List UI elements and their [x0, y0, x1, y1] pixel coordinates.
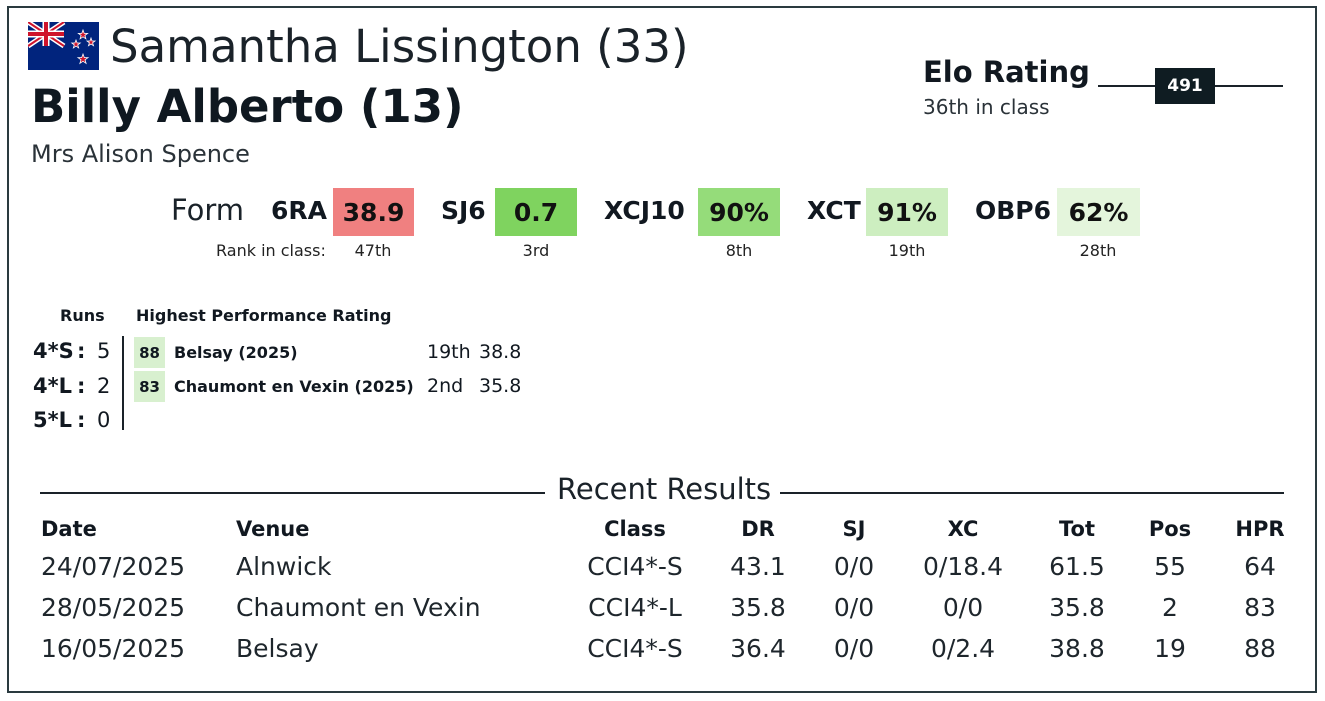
- result-venue: Chaumont en Vexin: [236, 593, 481, 622]
- rank-obp6: 28th: [1079, 241, 1117, 260]
- form-code-6ra: 6RA: [271, 196, 327, 225]
- result-class: CCI4*-S: [587, 552, 683, 581]
- rider-name: Samantha Lissington (33): [110, 20, 689, 73]
- rank-xct: 19th: [888, 241, 926, 260]
- runs-level: 4*S: [33, 339, 74, 363]
- rank-6ra: 47th: [354, 241, 392, 260]
- form-value-obp6: 62%: [1057, 188, 1140, 236]
- rank-sj6: 3rd: [522, 241, 550, 260]
- result-pos: 19: [1154, 634, 1186, 663]
- hpr-position: 2nd: [427, 375, 464, 397]
- column-header-class: Class: [604, 517, 666, 541]
- result-class: CCI4*-L: [588, 593, 682, 622]
- result-pos: 55: [1154, 552, 1186, 581]
- runs-colon: :: [77, 374, 86, 398]
- form-label: Form: [171, 193, 245, 227]
- rank-in-class-label: Rank in class:: [216, 241, 326, 260]
- result-tot: 35.8: [1049, 593, 1105, 622]
- result-dr: 35.8: [730, 593, 786, 622]
- form-code-xct: XCT: [807, 196, 861, 225]
- runs-count: 5: [97, 339, 111, 363]
- result-tot: 38.8: [1049, 634, 1105, 663]
- column-header-sj: SJ: [842, 517, 866, 541]
- runs-colon: :: [77, 339, 86, 363]
- column-header-xc: XC: [947, 517, 979, 541]
- result-tot: 61.5: [1049, 552, 1105, 581]
- form-value-xcj10: 90%: [698, 188, 780, 236]
- runs-level: 4*L: [33, 374, 72, 398]
- hpr-position: 19th: [427, 341, 471, 363]
- form-value-sj6: 0.7: [495, 188, 577, 236]
- result-venue: Alnwick: [236, 552, 332, 581]
- form-code-obp6: OBP6: [975, 196, 1052, 225]
- runs-colon: :: [77, 408, 86, 432]
- owner-name: Mrs Alison Spence: [31, 140, 250, 168]
- column-header-hpr: HPR: [1235, 517, 1285, 541]
- result-class: CCI4*-S: [587, 634, 683, 663]
- runs-count: 0: [97, 408, 111, 432]
- runs-divider: [122, 336, 124, 430]
- rank-xcj10: 8th: [725, 241, 753, 260]
- recent-results-rule-right: [780, 492, 1284, 494]
- runs-row: 4*L:2: [33, 374, 110, 398]
- form-code-xcj10: XCJ10: [604, 196, 685, 225]
- result-xc: 0/0: [942, 593, 984, 622]
- elo-value-badge: 491: [1155, 68, 1215, 104]
- hpr-dressage: 35.8: [479, 375, 522, 397]
- result-hpr: 64: [1244, 552, 1276, 581]
- result-dr: 36.4: [730, 634, 786, 663]
- result-xc: 0/18.4: [923, 552, 1003, 581]
- hpr-dressage: 38.8: [479, 341, 522, 363]
- recent-results-title: Recent Results: [557, 472, 772, 506]
- runs-header: Runs: [60, 306, 105, 325]
- runs-count: 2: [97, 374, 111, 398]
- result-venue: Belsay: [236, 634, 319, 663]
- runs-row: 5*L:0: [33, 408, 110, 432]
- result-hpr: 88: [1244, 634, 1276, 663]
- form-value-6ra: 38.9: [333, 188, 414, 236]
- column-header-dr: DR: [741, 517, 775, 541]
- runs-row: 4*S:5: [33, 339, 110, 363]
- elo-rating-title: Elo Rating: [923, 55, 1090, 89]
- column-header-pos: Pos: [1148, 517, 1192, 541]
- horse-name: Billy Alberto (13): [31, 80, 464, 133]
- new-zealand-flag-icon: [28, 22, 99, 70]
- result-sj: 0/0: [833, 593, 875, 622]
- recent-results-rule-left: [40, 492, 545, 494]
- hpr-score-badge: 88: [134, 337, 165, 368]
- result-date: 16/05/2025: [41, 634, 186, 663]
- horse-profile-card: [7, 6, 1317, 693]
- result-date: 24/07/2025: [41, 552, 186, 581]
- result-pos: 2: [1162, 593, 1178, 622]
- result-sj: 0/0: [833, 552, 875, 581]
- form-value-xct: 91%: [866, 188, 948, 236]
- result-dr: 43.1: [730, 552, 786, 581]
- runs-level: 5*L: [33, 408, 72, 432]
- result-xc: 0/2.4: [930, 634, 996, 663]
- result-sj: 0/0: [833, 634, 875, 663]
- column-header-date: Date: [41, 517, 97, 541]
- result-hpr: 83: [1244, 593, 1276, 622]
- hpr-score-badge: 83: [134, 371, 165, 402]
- hpr-header: Highest Performance Rating: [136, 306, 392, 325]
- form-code-sj6: SJ6: [441, 196, 486, 225]
- hpr-event: Belsay (2025): [174, 343, 298, 362]
- column-header-venue: Venue: [236, 517, 310, 541]
- hpr-event: Chaumont en Vexin (2025): [174, 377, 414, 396]
- result-date: 28/05/2025: [41, 593, 186, 622]
- elo-rank-in-class: 36th in class: [923, 95, 1050, 119]
- column-header-tot: Tot: [1058, 517, 1095, 541]
